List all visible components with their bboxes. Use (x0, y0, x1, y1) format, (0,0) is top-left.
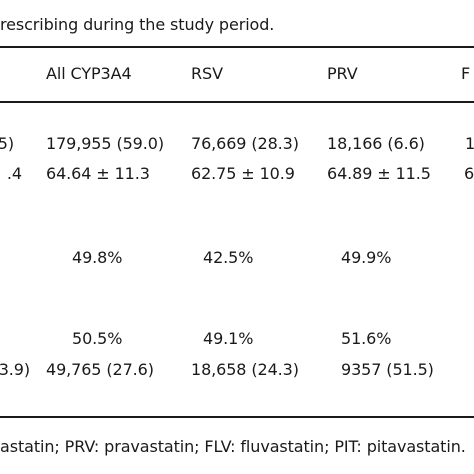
cell-all-cyp3a4: 49.8% (72, 248, 123, 267)
cell-prv: 51.6% (341, 329, 392, 348)
cell-all-cyp3a4: 49,765 (27.6) (46, 360, 154, 379)
cell-prv: 9357 (51.5) (341, 360, 434, 379)
top-rule (0, 46, 474, 48)
cell-prv: 18,166 (6.6) (327, 134, 425, 153)
header-rule (0, 101, 474, 103)
row-cut-left: 5) (0, 134, 14, 153)
row-cut-right: 1 (465, 134, 474, 153)
cell-prv: 64.89 ± 11.5 (327, 164, 431, 183)
cell-rsv: 49.1% (203, 329, 254, 348)
header-rsv: RSV (191, 64, 223, 83)
bottom-rule (0, 416, 474, 418)
row-cut-left: .4 (6, 164, 22, 183)
table-footnote: astatin; PRV: pravastatin; FLV: fluvasta… (0, 437, 466, 456)
cell-rsv: 76,669 (28.3) (191, 134, 299, 153)
header-flv-cut: F (461, 64, 471, 83)
header-prv: PRV (327, 64, 358, 83)
table-caption: rescribing during the study period. (0, 15, 275, 34)
row-cut-left: 3.9) (0, 360, 30, 379)
cell-all-cyp3a4: 64.64 ± 11.3 (46, 164, 150, 183)
cell-rsv: 42.5% (203, 248, 254, 267)
cell-all-cyp3a4: 50.5% (72, 329, 123, 348)
cell-prv: 49.9% (341, 248, 392, 267)
cell-rsv: 62.75 ± 10.9 (191, 164, 295, 183)
cell-rsv: 18,658 (24.3) (191, 360, 299, 379)
cell-all-cyp3a4: 179,955 (59.0) (46, 134, 164, 153)
row-cut-right: 6 (464, 164, 474, 183)
header-all-cyp3a4: All CYP3A4 (46, 64, 132, 83)
